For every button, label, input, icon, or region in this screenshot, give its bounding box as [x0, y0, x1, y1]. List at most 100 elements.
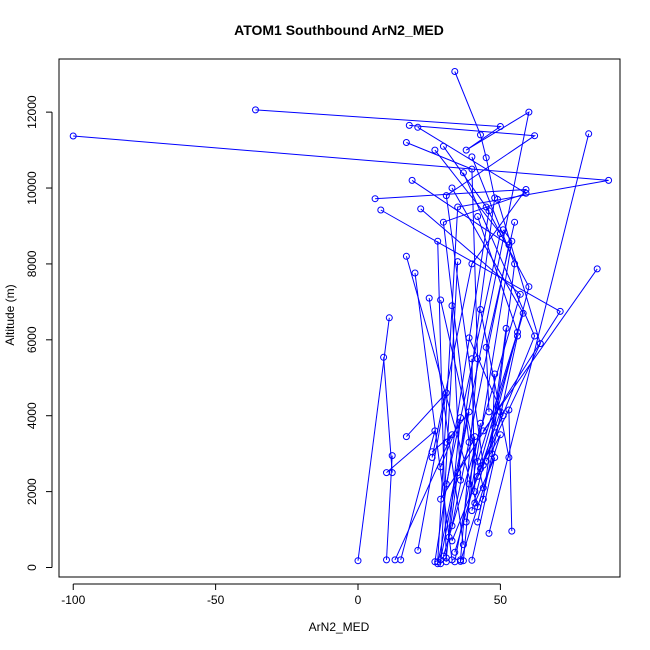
data-point-27-0: [437, 296, 445, 304]
data-point-0-0: [451, 68, 459, 75]
data-point-8-2: [448, 522, 456, 530]
data-point-38-0: [428, 448, 436, 456]
x-axis: -100 -50 0 50: [61, 583, 508, 607]
data-point-22-0: [454, 258, 462, 266]
data-point-24-0: [411, 269, 419, 277]
data-point-31-1: [479, 495, 487, 503]
data-point-19-1: [482, 343, 490, 351]
data-point-41-2: [459, 557, 467, 565]
plot-frame: [58, 58, 621, 578]
data-point-9-0: [439, 142, 447, 150]
data-point-19-2: [485, 408, 493, 416]
series-line-13: [451, 187, 524, 553]
series-line-31: [482, 328, 507, 500]
data-point-37-1: [442, 389, 450, 397]
series-line-21: [482, 268, 598, 432]
series-line-35: [386, 455, 393, 560]
series-layer: [73, 71, 609, 564]
series-line-25: [405, 256, 479, 507]
data-point-11-0: [417, 205, 425, 213]
data-point-37-0: [402, 433, 410, 441]
data-point-16-0: [482, 203, 490, 211]
x-tick-label: -100: [61, 593, 85, 607]
data-point-45-0: [505, 406, 513, 414]
data-point-5-1: [468, 165, 476, 173]
data-point-44-2: [457, 557, 464, 565]
data-point-15-0: [474, 213, 482, 220]
y-tick-label: 6000: [25, 326, 39, 353]
data-point-19-0: [511, 218, 519, 226]
data-point-14-0: [459, 169, 467, 177]
series-line-11: [420, 208, 521, 557]
series-line-3: [409, 124, 537, 466]
data-point-35-1: [383, 556, 390, 564]
data-point-28-1: [457, 476, 464, 484]
data-point-21-0: [593, 265, 601, 273]
data-point-1-2: [462, 146, 470, 154]
data-point-18-2: [462, 518, 470, 526]
data-point-38-1: [448, 431, 456, 439]
data-point-0-1: [477, 131, 484, 139]
data-point-17-1: [536, 340, 544, 348]
data-point-47-1: [488, 450, 496, 458]
series-line-24: [414, 272, 453, 560]
chart-title: ATOM1 Southbound ArN2_MED: [234, 22, 444, 38]
data-point-25-0: [402, 252, 410, 260]
y-tick-label: 0: [25, 564, 39, 571]
series-line-48: [471, 358, 476, 492]
data-point-43-2: [468, 556, 476, 564]
data-point-17-0: [494, 195, 501, 203]
data-point-10-0: [468, 153, 476, 161]
data-point-41-0: [454, 469, 462, 477]
data-point-4-3: [465, 438, 473, 446]
series-line-45: [508, 409, 513, 532]
x-tick-label: 50: [494, 593, 508, 607]
series-line-47: [491, 373, 496, 454]
data-point-40-2: [437, 556, 445, 564]
series-line-28: [451, 305, 461, 481]
series-line-42: [454, 423, 481, 562]
series-line-39: [440, 417, 461, 559]
data-point-43-0: [471, 499, 479, 507]
data-point-3-1: [531, 132, 539, 140]
data-point-10-2: [491, 423, 499, 431]
data-point-0-2: [482, 154, 490, 162]
y-axis-label: Altitude (m): [3, 284, 17, 345]
data-point-23-0: [434, 237, 442, 245]
data-point-46-0: [496, 408, 504, 416]
data-point-37-2: [414, 546, 422, 554]
series-line-37: [406, 391, 448, 551]
data-point-8-0: [408, 176, 416, 184]
series-line-20: [488, 133, 590, 534]
data-point-20-1: [485, 529, 493, 537]
data-point-29-0: [465, 334, 473, 342]
data-point-40-0: [442, 438, 450, 446]
data-point-20-0: [585, 130, 593, 138]
data-point-6-2: [468, 260, 476, 268]
data-point-36-1: [431, 427, 439, 435]
series-line-10: [471, 156, 516, 428]
data-point-13-0: [448, 184, 456, 192]
data-point-41-1: [471, 433, 479, 441]
data-point-27-1: [479, 484, 487, 492]
data-point-3-2: [442, 192, 450, 200]
x-tick-label: -50: [207, 593, 225, 607]
data-point-15-1: [514, 328, 521, 336]
data-point-38-2: [391, 556, 399, 564]
data-point-42-1: [477, 419, 484, 427]
data-point-39-0: [437, 463, 445, 471]
data-point-4-0: [414, 123, 422, 131]
series-line-44: [460, 434, 501, 562]
data-point-3-0: [405, 121, 413, 129]
data-point-18-0: [499, 226, 507, 234]
data-point-40-1: [465, 408, 473, 416]
data-point-2-1: [605, 176, 613, 184]
data-point-34-0: [380, 353, 388, 361]
data-point-17-2: [477, 465, 484, 473]
data-point-11-1: [516, 290, 524, 298]
series-line-36: [386, 429, 436, 561]
data-point-7-1: [556, 307, 564, 315]
data-point-12-0: [431, 146, 439, 154]
data-point-36-0: [383, 469, 390, 477]
